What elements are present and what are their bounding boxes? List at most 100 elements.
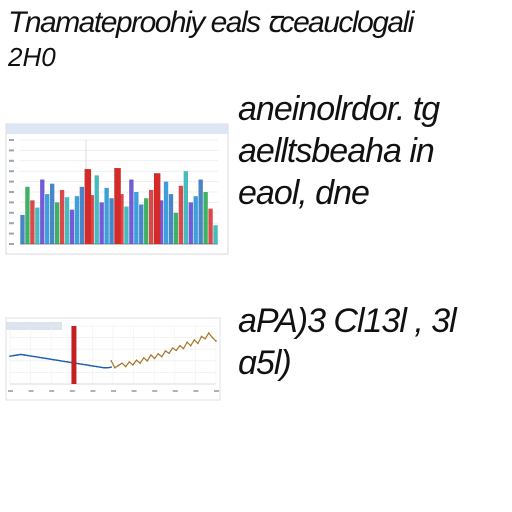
- data-point: [215, 340, 217, 342]
- x-tick-mark: [152, 390, 158, 392]
- x-tick-mark: [49, 390, 55, 392]
- data-point: [77, 362, 80, 365]
- data-point: [139, 362, 141, 364]
- data-point: [175, 349, 178, 352]
- data-point: [67, 361, 69, 363]
- annotation-top: aneinolrdor. tg aelltsbeaha in eaol, dne: [238, 88, 440, 214]
- bar: [178, 185, 184, 244]
- x-tick-mark: [8, 390, 13, 392]
- data-point: [164, 350, 167, 352]
- data-point: [59, 360, 62, 362]
- bar: [139, 204, 144, 244]
- data-point: [132, 364, 134, 366]
- bar-highlight: [114, 168, 121, 244]
- bar: [129, 179, 134, 244]
- data-point: [9, 355, 11, 357]
- data-point: [48, 358, 51, 360]
- bar: [149, 189, 154, 244]
- bar: [99, 202, 104, 244]
- annotation-top-line-2: aelltsbeaha in: [238, 132, 435, 170]
- x-tick-mark: [111, 390, 116, 392]
- data-point: [146, 360, 149, 362]
- x-tick-mark: [69, 390, 75, 392]
- data-point: [114, 366, 116, 369]
- x-tick-mark: [214, 390, 219, 392]
- bar: [89, 195, 94, 244]
- data-point: [124, 365, 127, 368]
- data-point: [157, 353, 159, 355]
- bar: [203, 192, 208, 244]
- annotation-top-line-1: aneinolrdor. tg: [238, 90, 440, 128]
- chart-subtitle: 2H0: [8, 42, 56, 72]
- x-tick-mark: [193, 390, 199, 392]
- x-tick-mark: [28, 390, 34, 392]
- bar: [198, 179, 203, 244]
- line-chart-grid: [9, 325, 217, 385]
- bar-highlight: [153, 173, 161, 244]
- data-point: [204, 337, 206, 340]
- annotation-bottom: aPA)3 Cl13l , 3l ɑ5l): [238, 300, 457, 384]
- bar-chart-bars: [20, 168, 218, 244]
- bar: [104, 187, 109, 244]
- bar-chart: [5, 123, 229, 255]
- bar-highlight: [84, 169, 92, 244]
- data-point: [95, 365, 98, 368]
- data-point: [30, 355, 33, 357]
- y-tick-mark: [9, 222, 14, 225]
- data-point: [12, 354, 15, 357]
- bar: [54, 202, 60, 244]
- bar: [64, 197, 70, 244]
- series-line: [110, 331, 217, 369]
- bar: [208, 208, 213, 244]
- bar: [25, 186, 30, 244]
- x-tick-mark: [172, 390, 178, 392]
- data-point: [211, 336, 214, 339]
- data-point: [117, 364, 120, 367]
- y-tick-mark: [9, 170, 14, 173]
- data-point: [99, 366, 102, 368]
- data-point: [150, 354, 152, 356]
- bar: [59, 189, 65, 244]
- bar: [45, 194, 50, 244]
- y-tick-mark: [9, 180, 14, 183]
- bar: [134, 192, 139, 244]
- data-point: [88, 364, 91, 367]
- data-point: [106, 366, 109, 369]
- bar: [158, 200, 164, 244]
- bar: [20, 214, 25, 244]
- data-point: [81, 363, 84, 366]
- bar: [144, 198, 149, 244]
- data-point: [52, 358, 55, 361]
- bar: [35, 207, 40, 244]
- data-point: [20, 353, 22, 356]
- highlight-marker: [71, 326, 77, 384]
- y-tick-mark: [9, 211, 14, 214]
- data-point: [186, 341, 188, 344]
- bar: [79, 186, 85, 244]
- data-point: [135, 359, 138, 362]
- line-chart-series: [9, 326, 217, 384]
- data-point: [16, 354, 19, 356]
- data-point: [85, 364, 87, 366]
- bar: [183, 171, 188, 244]
- data-point: [92, 365, 94, 367]
- data-point: [197, 342, 199, 345]
- bar: [40, 179, 45, 244]
- bar: [193, 196, 198, 244]
- bar: [109, 198, 114, 244]
- line-chart-x-ticks: [8, 390, 219, 392]
- data-point: [110, 366, 112, 368]
- bar: [173, 212, 179, 244]
- chart-title: Tnamateproohiy eals ꞇcеаuclogali: [8, 6, 414, 39]
- data-point: [189, 344, 192, 347]
- x-tick-mark: [90, 390, 96, 392]
- y-tick-mark: [9, 191, 14, 193]
- data-point: [45, 357, 47, 360]
- bar: [94, 175, 99, 244]
- data-point: [160, 355, 163, 358]
- bar: [69, 209, 75, 244]
- y-tick-mark: [9, 159, 14, 162]
- y-tick-mark: [9, 201, 14, 204]
- annotation-bottom-line-2: ɑ5l): [238, 344, 292, 382]
- data-point: [153, 357, 156, 360]
